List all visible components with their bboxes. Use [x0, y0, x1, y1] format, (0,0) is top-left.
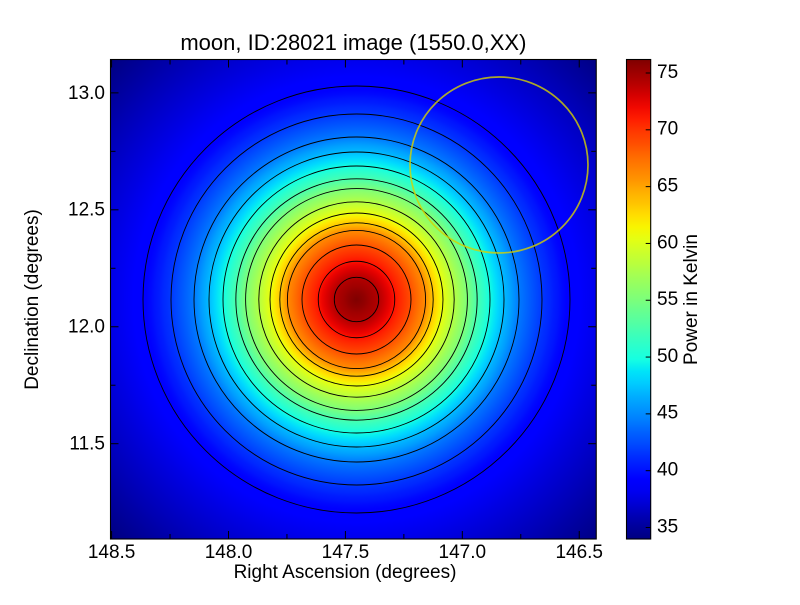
svg-text:75: 75 [657, 62, 678, 83]
svg-text:147.5: 147.5 [322, 542, 370, 563]
svg-text:146.5: 146.5 [555, 542, 603, 563]
svg-text:35: 35 [657, 516, 678, 537]
svg-text:moon, ID:28021 image (1550.0,X: moon, ID:28021 image (1550.0,XX) [180, 30, 526, 55]
svg-text:Right Ascension (degrees): Right Ascension (degrees) [234, 562, 457, 583]
svg-text:12.0: 12.0 [68, 317, 105, 338]
svg-text:147.0: 147.0 [439, 542, 487, 563]
svg-text:45: 45 [657, 403, 678, 424]
svg-text:55: 55 [657, 289, 678, 310]
svg-text:11.5: 11.5 [69, 434, 105, 455]
svg-text:50: 50 [657, 346, 678, 367]
svg-text:Power in Kelvin: Power in Kelvin [681, 234, 702, 365]
svg-text:Declination (degrees): Declination (degrees) [22, 209, 43, 390]
svg-text:65: 65 [657, 175, 678, 196]
svg-text:60: 60 [657, 232, 678, 253]
svg-text:13.0: 13.0 [68, 83, 105, 104]
svg-text:148.5: 148.5 [88, 542, 136, 563]
svg-text:148.0: 148.0 [205, 542, 253, 563]
svg-text:12.5: 12.5 [68, 200, 105, 221]
svg-text:70: 70 [657, 119, 678, 140]
svg-text:40: 40 [657, 460, 678, 481]
